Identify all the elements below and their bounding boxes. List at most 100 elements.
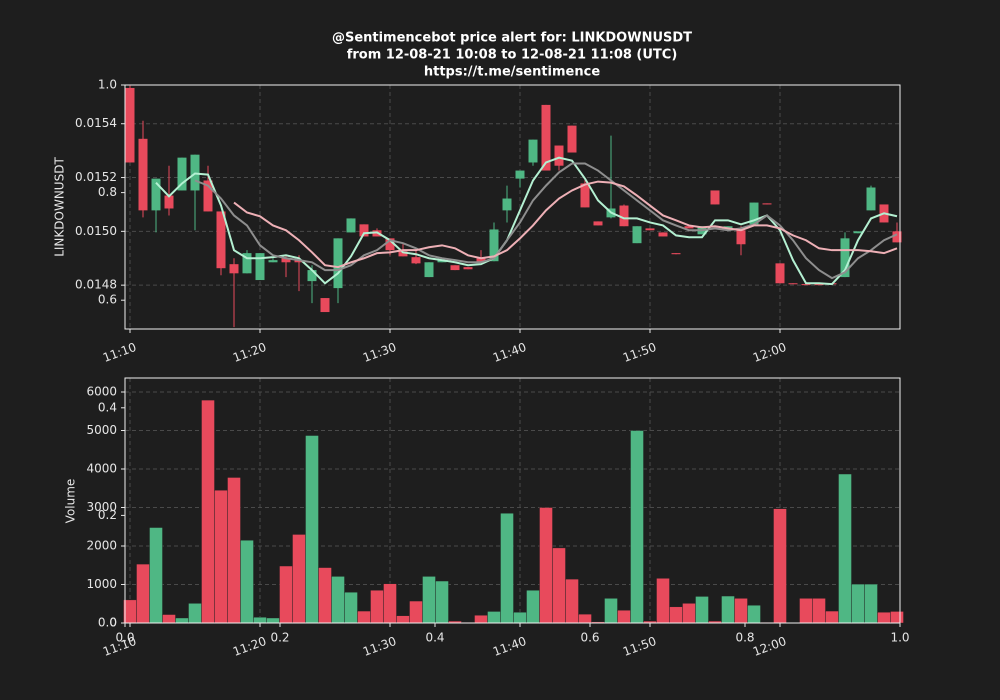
candle-body [411,257,421,264]
volume-bar [500,513,514,624]
volume-bar [682,603,696,624]
y-tick-label: 5000 [86,423,117,437]
candle-body [268,260,278,263]
volume-bar [305,435,319,624]
y-tick-label: 0.0150 [75,224,117,238]
candle-body [502,198,512,211]
volume-bar [409,600,423,624]
panel-frame [124,377,901,624]
y-tick-label: 4000 [86,462,117,476]
y-tick-label: 0.0148 [75,278,117,292]
indicator-line [233,180,898,269]
candle-body [580,183,590,208]
candle-body [762,203,772,205]
volume-bar [266,617,280,624]
candle-body [645,228,655,231]
volume-bar [747,605,761,624]
candle-body [450,265,460,271]
candle-body [398,251,408,257]
overlay-x-tick-label: 0.6 [580,631,599,645]
candle-body [489,229,499,262]
candle-body [775,263,785,284]
candle-body [463,267,473,270]
volume-bar [344,592,358,624]
y-tick-label: 1000 [86,577,117,591]
candle-body [138,138,148,211]
y-tick-label: 3000 [86,500,117,514]
volume-bar [695,596,709,624]
candle-body [749,202,759,225]
volume-bar [136,563,150,624]
volume-bar [513,612,527,624]
volume-bar [292,534,306,624]
volume-bar [669,606,683,624]
overlay-x-tick-label: 0.4 [425,631,444,645]
overlay-x-tick-label: 0.2 [270,631,289,645]
chart-title: @Sentimencebot price alert for: LINKDOWN… [332,31,692,46]
candle-body [554,145,564,166]
chart-url: https://t.me/sentimence [424,65,600,80]
volume-bar [227,477,241,624]
candle-body [866,187,876,211]
candle-body [736,230,746,245]
candle-body [593,221,603,226]
candle-body [541,104,551,171]
candle-body [684,226,694,229]
candle-body [658,232,668,237]
overlay-y-tick-label: 0.6 [98,293,117,307]
volume-bar [851,583,865,624]
overlay-y-tick-label: 0.4 [98,400,117,414]
volume-bar [526,590,540,624]
candle-body [476,258,486,263]
candle-body [203,180,213,212]
volume-bar [279,565,293,624]
candle-body [567,125,577,153]
candle-body [892,231,902,243]
chart-subtitle: from 12-08-21 10:08 to 12-08-21 11:08 (U… [347,48,678,63]
volume-bar [825,610,839,624]
candle-body [255,253,265,281]
volume-bar [734,598,748,624]
volume-bar [370,590,384,624]
volume-bar [435,580,449,624]
volume-bar [656,578,670,624]
candle-body [333,238,343,289]
volume-bar [331,576,345,624]
candle-body [710,190,720,205]
volume-bar [838,473,852,624]
candle-body [853,231,863,234]
volume-bar [799,598,813,624]
candle-body [281,258,291,263]
candle-body [177,157,187,191]
volume-bar [721,595,735,624]
candle-body [151,178,161,211]
volume-bar [578,613,592,624]
indicator-line [194,162,898,280]
y-tick-label: 0.0154 [75,116,117,130]
candle-body [216,211,226,269]
volume-bar [604,598,618,624]
candle-body [320,298,330,313]
volume-bar [773,508,787,624]
overlay-y-tick-label: 1.0 [98,78,117,92]
overlay-x-tick-label: 0.8 [735,631,754,645]
volume-bar [162,614,176,624]
y-tick-label: 0 [109,616,117,630]
volume-bar [396,615,410,624]
volume-bar [214,489,228,624]
volume-bar [188,603,202,624]
y-axis-label: Volume [64,479,78,524]
candle-body [242,253,252,274]
candle-body [801,284,811,286]
volume-bar [318,567,332,624]
candle-body [294,260,304,263]
volume-bar [864,583,878,624]
candle-body [229,264,239,274]
candle-body [515,170,525,179]
panel-frame [124,84,901,330]
candle-body [619,205,629,227]
candle-body [307,270,317,282]
